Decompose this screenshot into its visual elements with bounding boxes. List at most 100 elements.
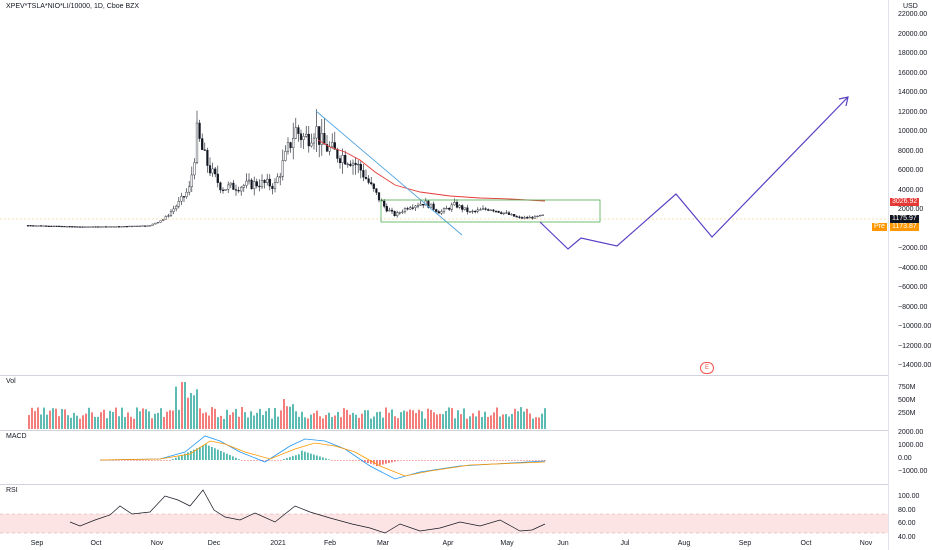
macd-histogram-bar: [325, 458, 327, 460]
volume-bar: [127, 412, 129, 429]
volume-bar: [280, 410, 282, 429]
volume-bar: [460, 414, 462, 429]
price-candle: [286, 142, 290, 152]
macd-histogram-bar: [502, 460, 504, 461]
volume-bar: [373, 416, 375, 429]
macd-histogram-bar: [247, 460, 249, 461]
macd-histogram-bar: [379, 460, 381, 466]
price-candle: [518, 216, 521, 218]
macd-histogram-bar: [178, 456, 180, 460]
price-candle: [458, 205, 461, 208]
macd-histogram-bar: [349, 460, 351, 461]
price-candle: [130, 225, 134, 228]
volume-bar: [520, 407, 522, 429]
volume-bar: [265, 411, 267, 429]
volume-bar: [40, 414, 42, 429]
macd-histogram-bar: [415, 460, 417, 461]
macd-histogram-bar: [166, 460, 168, 461]
price-candle: [310, 142, 313, 147]
price-candle: [427, 200, 430, 208]
volume-bar: [106, 418, 108, 429]
pane-separator-rsi[interactable]: [0, 484, 888, 485]
price-candle: [151, 223, 154, 226]
macd-histogram-bar: [376, 460, 378, 466]
price-candle: [409, 207, 412, 210]
price-candle: [219, 182, 222, 191]
macd-histogram-bar: [514, 460, 516, 461]
volume-bar: [154, 413, 156, 429]
price-candle: [370, 182, 373, 185]
symbol-title[interactable]: XPEV*TSLA*NIO*LI/10000, 1D, Cboe BZX: [6, 3, 140, 10]
volume-bar: [289, 406, 291, 429]
volume-bar: [409, 409, 411, 429]
price-candle: [284, 151, 287, 161]
projection-arrowhead: [838, 96, 849, 107]
volume-bar: [76, 415, 78, 429]
price-candle: [422, 203, 425, 206]
macd-histogram-bar: [424, 460, 426, 461]
volume-bar: [514, 408, 516, 429]
volume-bar: [238, 416, 240, 429]
pane-separator-macd[interactable]: [0, 430, 888, 431]
volume-bar: [325, 415, 327, 429]
price-candle: [104, 226, 108, 228]
volume-bar: [424, 418, 426, 429]
chart-canvas[interactable]: [0, 0, 888, 550]
price-candle: [396, 212, 399, 217]
price-tick: −6000.00: [898, 284, 928, 291]
macd-histogram-bar: [265, 460, 267, 461]
volume-bar: [502, 414, 504, 429]
pane-separator-volume[interactable]: [0, 375, 888, 376]
price-tick: −4000.00: [898, 264, 928, 272]
price-candle: [258, 185, 261, 188]
price-candle: [68, 226, 71, 228]
macd-histogram-bar: [484, 460, 486, 461]
volume-bar: [403, 410, 405, 429]
price-candle: [403, 208, 407, 213]
price-candle: [346, 163, 349, 166]
volume-bar: [244, 412, 246, 429]
volume-bar: [391, 409, 393, 429]
price-candle: [125, 226, 128, 228]
volume-bar: [31, 407, 33, 429]
price-axis[interactable]: USD 22000.00 20000.00 18000.00 16000.00 1400…: [888, 0, 932, 550]
volume-bar: [358, 417, 360, 429]
price-candle: [289, 142, 292, 148]
time-tick: Apr: [442, 540, 454, 547]
price-candle: [333, 142, 336, 150]
price-candle: [383, 200, 386, 207]
macd-histogram-bar: [145, 460, 147, 461]
price-candle: [276, 176, 279, 183]
macd-histogram-bar: [316, 455, 318, 460]
price-candle: [362, 170, 365, 178]
price-candle: [437, 211, 440, 214]
price-candle: [502, 212, 505, 214]
macd-histogram-bar: [220, 451, 222, 460]
volume-bar: [235, 408, 237, 429]
price-candle: [159, 220, 162, 223]
macd-histogram-bar: [283, 459, 285, 460]
price-candle: [299, 133, 303, 140]
macd-histogram-bar: [163, 460, 165, 461]
price-candle: [242, 185, 245, 188]
price-candle: [45, 225, 48, 227]
price-candle: [513, 214, 516, 217]
volume-bar: [259, 408, 261, 429]
macd-histogram-bar: [346, 460, 348, 461]
macd-histogram-bar: [442, 460, 444, 461]
price-candle: [133, 225, 136, 227]
volume-bar: [64, 409, 66, 429]
volume-bar: [274, 408, 276, 429]
price-candle: [520, 217, 524, 219]
price-candle: [349, 163, 352, 166]
price-candle: [99, 226, 102, 228]
price-candle: [211, 168, 214, 174]
volume-bar: [241, 407, 243, 429]
macd-histogram-bar: [286, 458, 288, 460]
volume-bar: [400, 412, 402, 429]
price-candle: [102, 226, 105, 228]
macd-histogram-bar: [448, 460, 450, 461]
price-candle: [471, 210, 474, 213]
earnings-marker[interactable]: E: [700, 362, 714, 374]
